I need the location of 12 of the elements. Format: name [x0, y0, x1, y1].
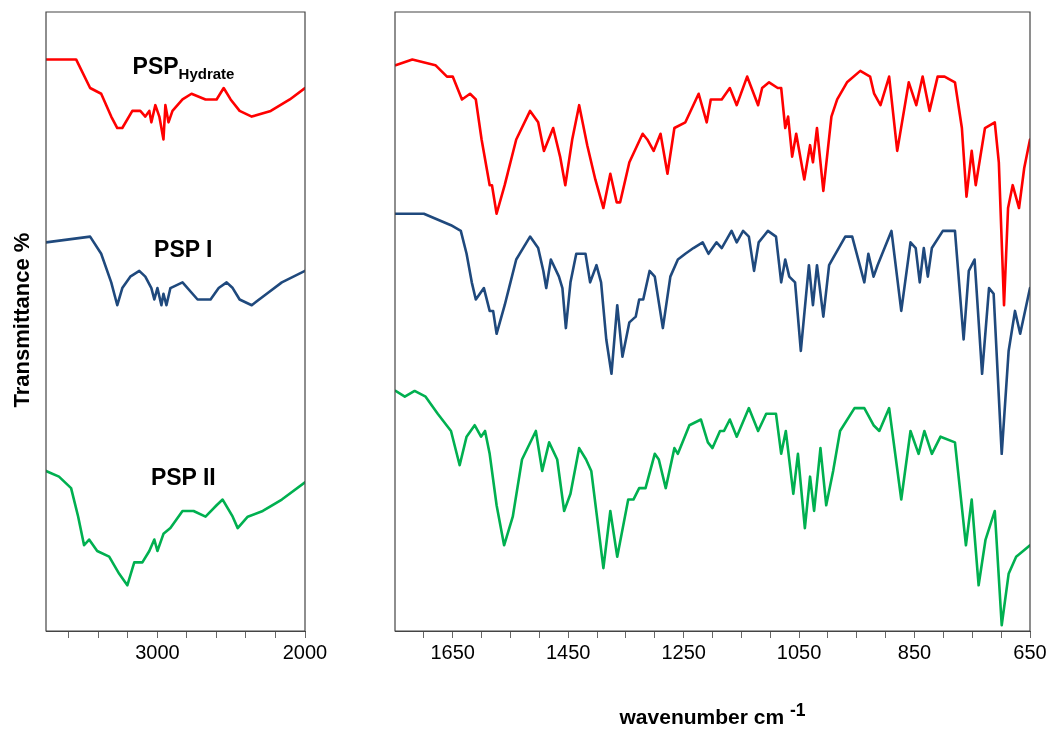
y-axis-title: Transmittance % [9, 232, 35, 408]
x-tick-label: 1250 [661, 640, 706, 663]
x-axis-title: wavenumber cm $^{-1}$ [619, 700, 806, 729]
x-tick-label: 1450 [545, 640, 591, 663]
x-tick-label: 2000 [282, 640, 328, 663]
x-tick-label: 650 [1013, 640, 1047, 663]
x-tick-label: 3000 [135, 640, 180, 663]
x-tick-label: 1050 [776, 640, 822, 663]
x-tick-label: 850 [897, 640, 932, 663]
series-label: PSP I [154, 235, 213, 262]
x-tick-label: 1650 [430, 640, 475, 663]
series-label: PSP II [150, 464, 216, 491]
